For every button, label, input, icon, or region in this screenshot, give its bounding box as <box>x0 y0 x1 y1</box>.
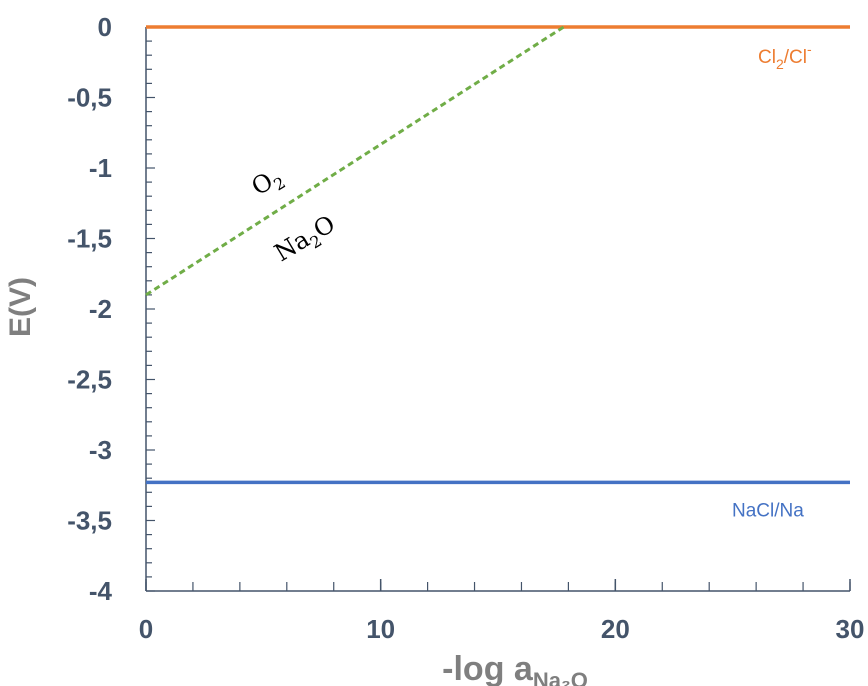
axes: 0-0,5-1-1,5-2-2,5-3-3,5-40 10 20 30 <box>67 12 864 644</box>
annotation-na2o-text: Na2O <box>270 210 342 271</box>
cl-label-sup: - <box>807 41 812 57</box>
annotation-na2o: Na2O <box>270 210 342 271</box>
x-tick-label: 20 <box>601 614 630 644</box>
y-tick-label: -3 <box>89 435 112 465</box>
y-axis-title: E(V) <box>4 277 37 337</box>
annotation-o2-text: O2 <box>247 162 289 205</box>
y-tick-label: -1,5 <box>67 224 112 254</box>
x-tick-label: 0 <box>139 614 153 644</box>
series-line-2 <box>145 25 565 297</box>
series-lines <box>145 25 850 485</box>
cl-label-main: Cl <box>758 47 776 68</box>
y-tick-label: -2 <box>89 294 112 324</box>
y-tick-label: -0,5 <box>67 83 112 113</box>
y-tick-label: -3,5 <box>67 506 112 536</box>
y-tick-label: 0 <box>98 12 112 42</box>
y-tick-label: -2,5 <box>67 365 112 395</box>
x-axis-title-sub: Na₂O <box>533 668 588 686</box>
annotation-na2o-main: Na <box>270 225 315 267</box>
labels: Cl2/Cl- NaCl/Na O2 Na2O E(V) -log aNa₂O <box>4 41 812 686</box>
x-axis-title: -log aNa₂O <box>442 650 588 686</box>
series-label-cl2-cl: Cl2/Cl- <box>758 41 812 72</box>
y-tick-label: -1 <box>89 153 112 183</box>
cl-label-sub: 2 <box>776 56 784 72</box>
x-tick-label: 10 <box>366 614 395 644</box>
cl-label-rest: /Cl <box>784 47 807 68</box>
x-tick-label: 30 <box>836 614 865 644</box>
y-tick-label: -4 <box>89 576 113 606</box>
series-label-nacl-na: NaCl/Na <box>732 500 804 521</box>
x-axis-title-main: -log a <box>442 650 534 686</box>
annotation-o2: O2 <box>247 162 289 205</box>
